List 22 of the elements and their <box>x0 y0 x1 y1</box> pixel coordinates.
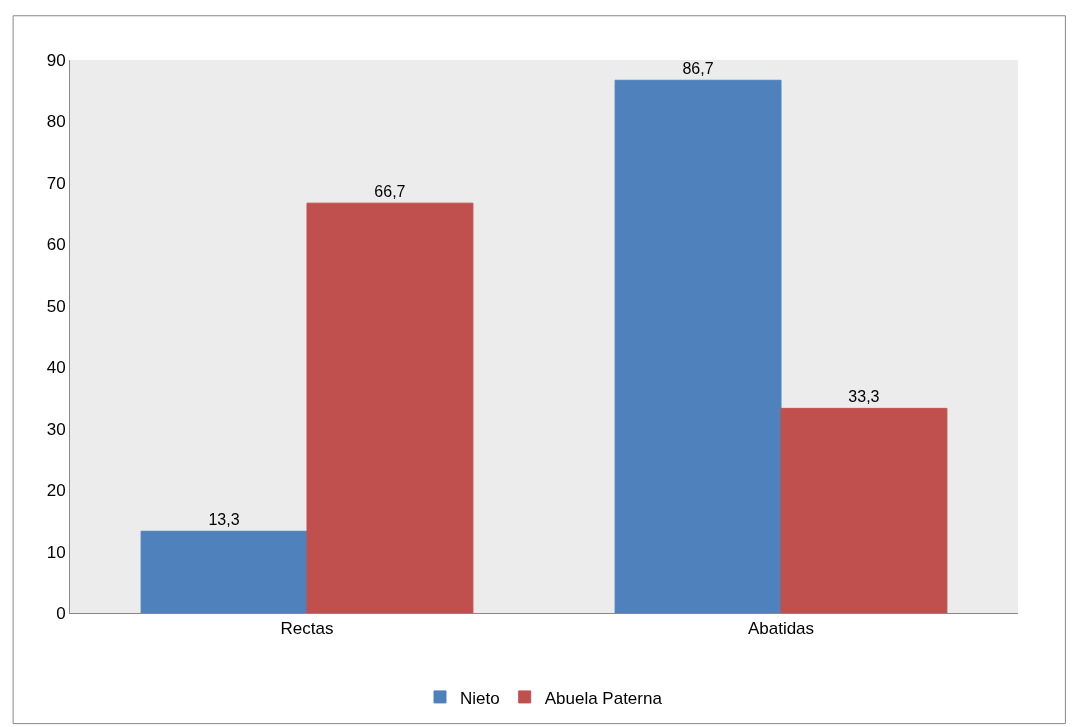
data-label: 66,7 <box>374 183 406 201</box>
y-tick-label: 70 <box>46 173 66 193</box>
y-tick-label: 40 <box>46 358 66 378</box>
data-label: 33,3 <box>848 388 880 406</box>
data-label: 13,3 <box>208 511 240 529</box>
bar <box>306 202 474 613</box>
y-tick-label: 0 <box>56 603 66 623</box>
y-tick-label: 60 <box>46 235 66 255</box>
y-tick-label: 20 <box>46 481 66 501</box>
y-tick-label: 10 <box>46 542 66 562</box>
legend-label: Nieto <box>460 688 500 708</box>
x-tick-label: Abatidas <box>747 619 815 639</box>
bar <box>140 530 308 613</box>
y-tick-label: 90 <box>46 50 66 70</box>
bar <box>614 79 782 613</box>
bar <box>780 407 948 613</box>
y-tick-label: 80 <box>46 112 66 132</box>
y-tick-label: 30 <box>46 419 66 439</box>
x-tick-label: Rectas <box>280 619 334 639</box>
y-tick-label: 50 <box>46 296 66 316</box>
data-label: 86,7 <box>682 60 714 78</box>
legend-label: Abuela Paterna <box>544 688 663 708</box>
